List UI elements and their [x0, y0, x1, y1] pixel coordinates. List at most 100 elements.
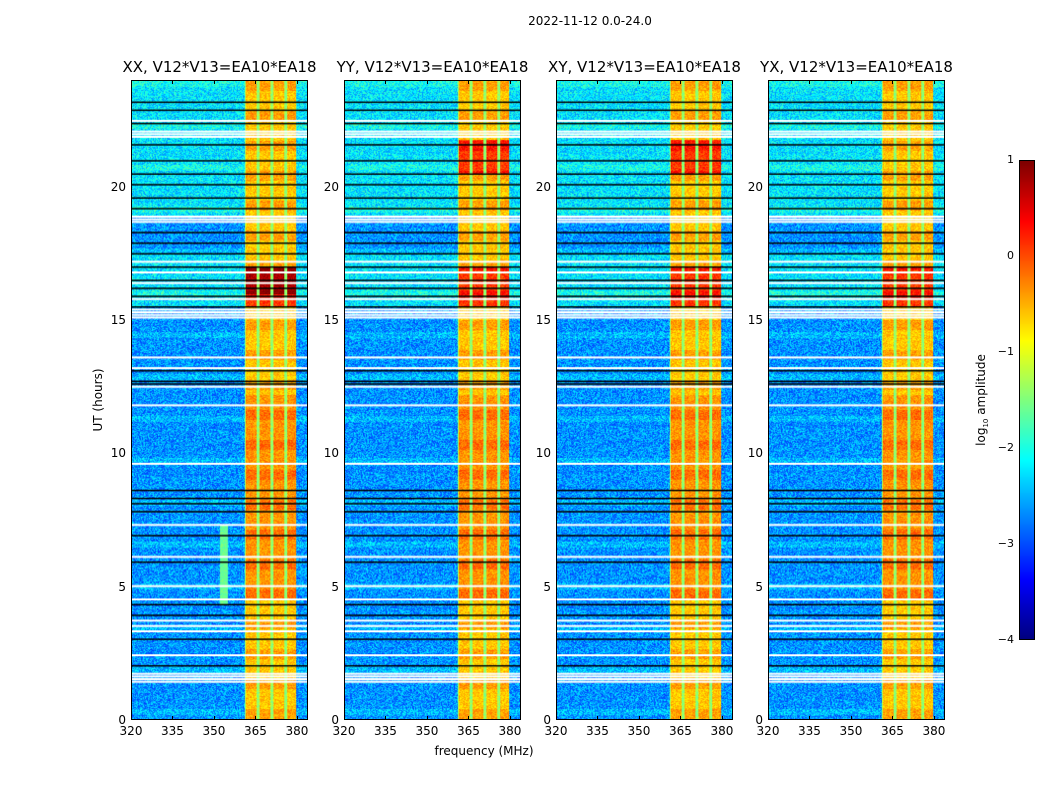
spectrogram-panel-xy: [556, 80, 733, 720]
figure-suptitle: 2022-11-12 0.0-24.0: [528, 14, 652, 28]
x-tick-label: 350: [415, 724, 439, 738]
x-tick-mark: [721, 80, 723, 84]
x-tick-mark: [556, 716, 557, 720]
x-tick-mark: [933, 80, 935, 84]
y-tick-label: 0: [331, 713, 339, 727]
x-tick-mark: [768, 80, 769, 84]
x-tick-mark: [172, 80, 174, 84]
x-tick-mark: [556, 80, 557, 84]
y-tick-label: 20: [535, 179, 551, 194]
spectrogram-image: [769, 81, 944, 719]
x-tick-mark: [426, 716, 428, 720]
spectrogram-image: [345, 81, 520, 719]
panel-title: YY, V12*V13=EA10*EA18: [336, 58, 529, 76]
x-tick-mark: [597, 80, 599, 84]
x-tick-mark: [892, 80, 894, 84]
x-tick-label: 335: [586, 724, 609, 738]
x-tick-mark: [892, 716, 894, 720]
x-tick-label: 380: [710, 724, 734, 738]
x-tick-mark: [213, 716, 215, 720]
x-tick-label: 380: [922, 724, 946, 738]
colorbar-tick-label: 1: [1007, 153, 1014, 166]
y-tick-label: 5: [543, 579, 551, 594]
x-tick-mark: [344, 716, 345, 720]
x-tick-mark: [850, 716, 852, 720]
y-tick-label: 5: [755, 579, 763, 594]
x-tick-mark: [255, 716, 257, 720]
x-tick-label: 380: [285, 724, 309, 738]
y-tick-label: 10: [110, 446, 126, 461]
spectrogram-panel-yy: [344, 80, 521, 720]
y-tick-label: 10: [323, 446, 339, 461]
x-tick-mark: [296, 716, 298, 720]
y-tick-label: 0: [755, 713, 763, 727]
x-axis-label: frequency (MHz): [434, 744, 534, 758]
x-tick-mark: [597, 716, 599, 720]
colorbar: [1019, 160, 1035, 640]
x-tick-mark: [385, 716, 387, 720]
x-tick-label: 320: [756, 724, 780, 738]
x-tick-label: 365: [457, 724, 480, 738]
x-tick-mark: [426, 80, 428, 84]
x-tick-label: 365: [669, 724, 692, 738]
spectrogram-image: [557, 81, 732, 719]
x-tick-mark: [721, 716, 723, 720]
y-tick-label: 0: [118, 713, 126, 727]
x-tick-label: 350: [627, 724, 651, 738]
y-tick-label: 15: [535, 313, 551, 327]
panel-title: XY, V12*V13=EA10*EA18: [548, 58, 741, 76]
x-tick-mark: [680, 716, 682, 720]
y-tick-label: 15: [323, 313, 339, 327]
colorbar-tick-label: −4: [997, 633, 1014, 646]
x-tick-label: 335: [374, 724, 397, 738]
colorbar-gradient: [1020, 161, 1034, 639]
panel-title: YX, V12*V13=EA10*EA18: [760, 58, 953, 76]
x-tick-mark: [385, 80, 387, 84]
x-tick-mark: [468, 80, 470, 84]
y-tick-label: 20: [747, 179, 763, 194]
x-tick-mark: [344, 80, 345, 84]
x-tick-label: 320: [332, 724, 356, 738]
colorbar-tick-label: 0: [1007, 249, 1014, 262]
x-tick-mark: [509, 716, 511, 720]
x-tick-mark: [768, 716, 769, 720]
y-tick-label: 20: [110, 179, 126, 194]
panel-title: XX, V12*V13=EA10*EA18: [122, 58, 317, 76]
spectrogram-panel-xx: [131, 80, 308, 720]
x-tick-label: 365: [881, 724, 904, 738]
y-tick-label: 5: [118, 579, 126, 594]
x-tick-mark: [638, 80, 640, 84]
x-tick-mark: [638, 716, 640, 720]
x-tick-label: 350: [839, 724, 863, 738]
x-tick-mark: [468, 716, 470, 720]
colorbar-tick-label: −3: [997, 537, 1014, 550]
x-tick-label: 320: [544, 724, 568, 738]
x-tick-mark: [172, 716, 174, 720]
y-tick-label: 10: [747, 446, 763, 461]
x-tick-label: 365: [244, 724, 267, 738]
spectrogram-panel-yx: [768, 80, 945, 720]
x-tick-mark: [809, 716, 811, 720]
x-tick-label: 335: [798, 724, 821, 738]
colorbar-label: log10 amplitude: [973, 354, 991, 446]
y-tick-label: 5: [331, 579, 339, 594]
x-tick-mark: [255, 80, 257, 84]
x-tick-mark: [213, 80, 215, 84]
spectrogram-image: [132, 81, 307, 719]
x-tick-mark: [680, 80, 682, 84]
x-tick-mark: [809, 80, 811, 84]
y-tick-label: 15: [110, 313, 126, 327]
x-tick-label: 380: [498, 724, 522, 738]
x-tick-mark: [509, 80, 511, 84]
x-tick-label: 320: [119, 724, 143, 738]
y-tick-label: 20: [323, 179, 339, 194]
y-tick-label: 10: [535, 446, 551, 461]
y-axis-label: UT (hours): [91, 368, 105, 432]
x-tick-mark: [933, 716, 935, 720]
colorbar-tick-label: −2: [997, 441, 1014, 454]
x-tick-mark: [296, 80, 298, 84]
colorbar-tick-label: −1: [997, 345, 1014, 358]
x-tick-label: 350: [202, 724, 226, 738]
y-tick-label: 15: [747, 313, 763, 327]
y-tick-label: 0: [543, 713, 551, 727]
